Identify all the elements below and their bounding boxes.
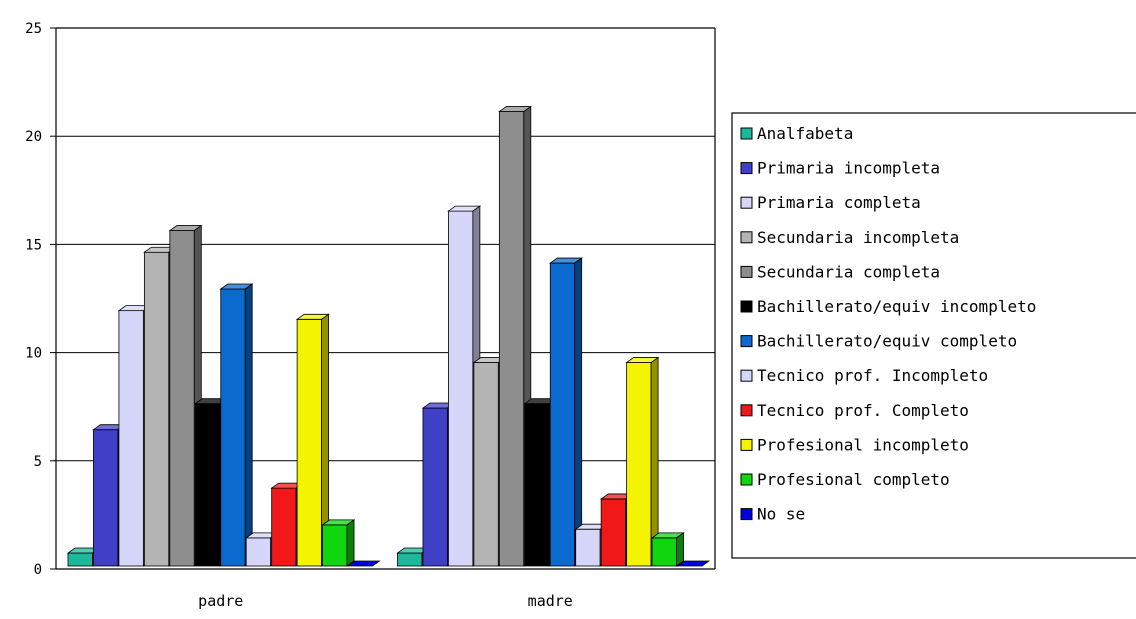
legend-label: Tecnico prof. Completo bbox=[757, 401, 969, 420]
legend-swatch bbox=[740, 196, 753, 209]
x-tick-label: madre bbox=[528, 592, 573, 610]
bar-madre-11 bbox=[650, 532, 685, 567]
bar-face bbox=[498, 111, 525, 567]
bar-padre-7 bbox=[219, 283, 254, 567]
bar-side bbox=[244, 283, 253, 567]
y-tick-label: 5 bbox=[34, 454, 42, 470]
bar-madre-10 bbox=[625, 356, 660, 567]
legend-swatch bbox=[740, 300, 753, 313]
legend-label: Primaria completa bbox=[757, 193, 921, 212]
bar-face bbox=[600, 498, 627, 567]
bar-padre-10 bbox=[295, 313, 330, 567]
bar-face bbox=[549, 262, 576, 567]
legend-swatch bbox=[740, 127, 753, 140]
legend-label: Analfabeta bbox=[757, 124, 853, 143]
bar-face bbox=[422, 407, 448, 567]
legend-label: Bachillerato/equiv completo bbox=[757, 332, 1017, 351]
bar-madre-7 bbox=[549, 257, 583, 567]
x-tick-label: padre bbox=[198, 592, 243, 610]
legend-swatch bbox=[740, 231, 753, 244]
bar-face bbox=[448, 210, 474, 567]
y-tick-label: 15 bbox=[25, 237, 42, 253]
bar-padre-12 bbox=[346, 560, 381, 567]
legend-swatch bbox=[740, 438, 753, 451]
bar-face bbox=[93, 429, 119, 567]
legend-box bbox=[731, 112, 1136, 559]
y-tick-label: 20 bbox=[25, 129, 42, 145]
y-tick-label: 0 bbox=[34, 562, 42, 578]
legend-swatch bbox=[740, 473, 753, 486]
bar-face bbox=[271, 487, 297, 567]
legend-label: No se bbox=[757, 505, 805, 524]
bar-madre-12 bbox=[676, 560, 711, 567]
legend-label: Secundaria incompleta bbox=[757, 228, 959, 247]
bar-face bbox=[322, 524, 348, 567]
bar-face bbox=[296, 318, 322, 567]
legend-label: Tecnico prof. Incompleto bbox=[757, 366, 988, 385]
legend-swatch bbox=[740, 265, 753, 278]
bar-padre-11 bbox=[321, 519, 356, 567]
y-tick-label: 10 bbox=[25, 346, 42, 362]
bar-face bbox=[473, 362, 499, 567]
bar-side bbox=[676, 532, 684, 567]
legend-label: Profesional completo bbox=[757, 470, 950, 489]
bar-face bbox=[143, 251, 170, 567]
legend-swatch bbox=[740, 508, 753, 521]
legend-swatch bbox=[740, 162, 753, 175]
legend-swatch bbox=[740, 369, 753, 382]
bar-face bbox=[651, 537, 677, 567]
legend-swatch bbox=[740, 335, 753, 348]
bar-face bbox=[67, 552, 93, 567]
bar-face bbox=[118, 310, 144, 567]
legend-label: Bachillerato/equiv incompleto bbox=[757, 297, 1036, 316]
bar-face bbox=[575, 528, 601, 567]
bar-side bbox=[346, 519, 355, 567]
bar-face bbox=[220, 288, 246, 567]
y-tick-label: 25 bbox=[25, 21, 42, 37]
bar-face bbox=[245, 537, 272, 567]
bar-face bbox=[397, 552, 423, 567]
legend-label: Primaria incompleta bbox=[757, 159, 940, 178]
legend-swatch bbox=[740, 404, 753, 417]
legend-label: Profesional incompleto bbox=[757, 435, 969, 454]
bar-face bbox=[194, 403, 221, 567]
bar-zero bbox=[676, 560, 711, 567]
bar-side bbox=[574, 257, 583, 567]
bar-face bbox=[626, 362, 652, 567]
bar-face bbox=[524, 403, 550, 567]
bar-face bbox=[169, 230, 195, 567]
bar-zero bbox=[346, 560, 381, 567]
legend-label: Secundaria completa bbox=[757, 262, 940, 281]
